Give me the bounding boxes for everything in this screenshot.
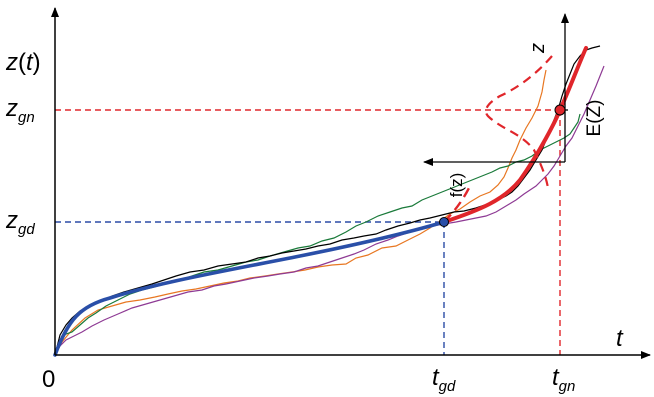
sample-path-purple (54, 65, 605, 356)
mean-curve-blue (53, 220, 446, 357)
point-t-gd (439, 217, 449, 227)
sample-path-black (54, 45, 601, 356)
density-fz-label: f(z) (447, 173, 466, 198)
expectation-label: E(Z) (584, 100, 605, 137)
sample-path-orange (54, 69, 547, 356)
point-t-gn (554, 104, 566, 116)
z-gn-label: zgn (5, 95, 35, 126)
y-axis-label: z(t) (5, 49, 41, 76)
origin-label: 0 (42, 366, 55, 393)
t-gn-label: tgn (552, 364, 575, 395)
inset-z-label: z (527, 43, 549, 54)
mean-curve-red (442, 46, 588, 224)
density-curve-red-dashed (484, 55, 553, 189)
sample-path-green (54, 113, 581, 356)
x-axis-label: t (616, 325, 624, 352)
t-gd-label: tgd (432, 364, 456, 395)
z-gd-label: zgd (5, 207, 35, 238)
